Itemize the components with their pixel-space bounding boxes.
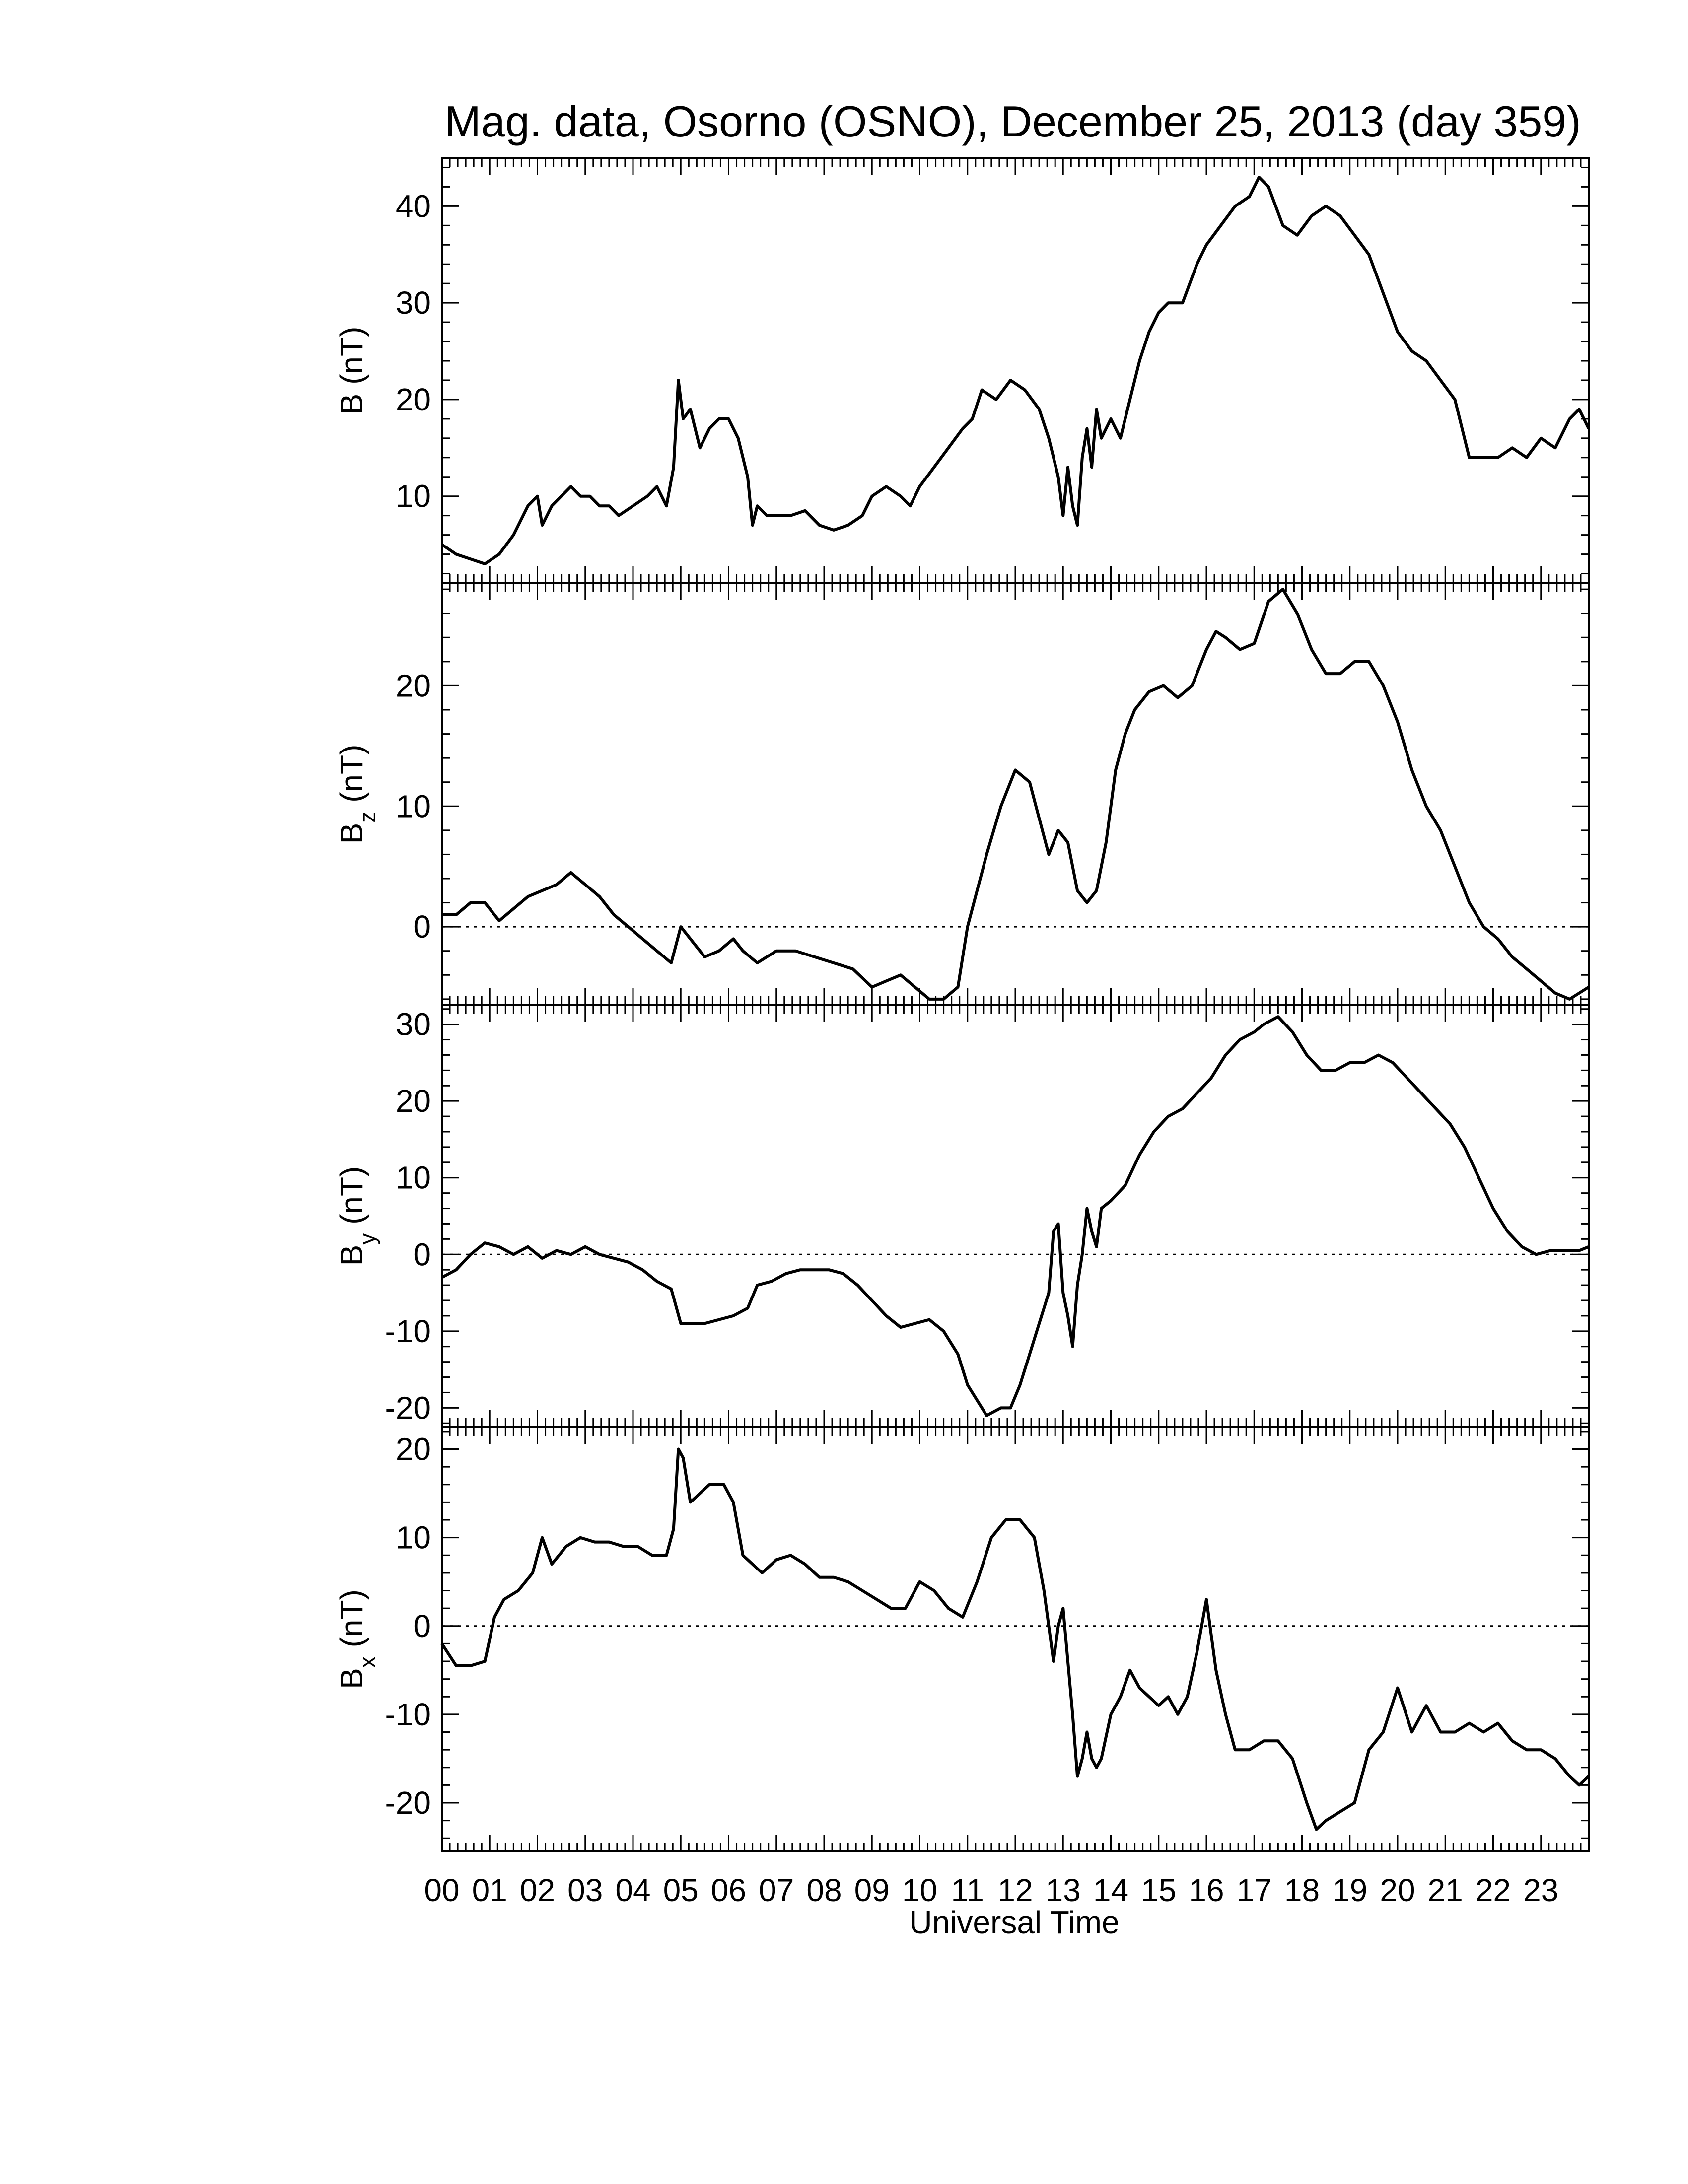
x-tick-label: 00 (424, 1872, 459, 1908)
panel-bz-y-axis-title-sub: z (354, 812, 380, 823)
panel-bz-y-axis-title-main: B (334, 823, 369, 844)
x-tick-label: 11 (951, 1872, 984, 1908)
x-tick-label: 06 (711, 1872, 746, 1908)
panel-bx-y-tick-label: 0 (413, 1608, 431, 1644)
x-tick-label: 14 (1093, 1872, 1128, 1908)
x-tick-label: 20 (1380, 1872, 1415, 1908)
panel-bx-y-tick-label: -20 (385, 1785, 431, 1821)
x-tick-label: 17 (1237, 1872, 1272, 1908)
x-tick-label: 13 (1046, 1872, 1081, 1908)
panel-b-y-tick-label: 10 (396, 478, 431, 514)
x-tick-label: 08 (806, 1872, 842, 1908)
panel-bx-y-tick-label: 10 (396, 1520, 431, 1556)
x-tick-label: 03 (567, 1872, 603, 1908)
x-tick-label: 21 (1428, 1872, 1463, 1908)
panel-b: 10 20 30 40 B (nT) (334, 157, 1590, 584)
x-tick-label: 10 (902, 1872, 937, 1908)
x-tick-label: 09 (854, 1872, 890, 1908)
x-axis-title: Universal Time (909, 1905, 1119, 1940)
panel-by-y-tick-label: 10 (396, 1160, 431, 1196)
panel-by-y-tick-label: 30 (396, 1007, 431, 1042)
panel-by-y-tick-label: 20 (396, 1083, 431, 1119)
x-tick-label: 19 (1332, 1872, 1367, 1908)
panel-bx: -20 -10 0 10 20 Bx (nT) (334, 1426, 1590, 1852)
panel-bz-y-axis-title-unit: (nT) (334, 745, 369, 812)
panel-b-y-tick-label: 30 (396, 285, 431, 321)
panel-bz-y-axis-title: Bz (nT) (334, 745, 380, 844)
panel-by-y-axis-title-main: B (334, 1245, 369, 1266)
panel-b-y-axis-title-main: B (334, 394, 369, 415)
panel-bx-y-axis-title-main: B (334, 1668, 369, 1689)
x-tick-label: 16 (1189, 1872, 1224, 1908)
panel-bx-y-tick-label: -10 (385, 1697, 431, 1732)
x-tick-label: 18 (1284, 1872, 1320, 1908)
panel-b-y-axis-title: B (nT) (334, 327, 369, 415)
panel-bz-y-tick-label: 0 (413, 909, 431, 945)
panel-b-y-tick-label: 40 (396, 188, 431, 224)
figure-title: Mag. data, Osorno (OSNO), December 25, 2… (444, 97, 1581, 146)
panel-bx-y-axis-title-sub: x (354, 1656, 380, 1668)
panel-bx-y-axis-title-unit: (nT) (334, 1589, 369, 1656)
x-tick-label: 15 (1141, 1872, 1176, 1908)
panel-bz-y-tick-label: 10 (396, 788, 431, 824)
x-tick-label: 12 (997, 1872, 1033, 1908)
panel-bz-y-tick-label: 20 (396, 668, 431, 703)
panel-bx-series-line (440, 1447, 1590, 1831)
panel-bx-y-tick-label: 20 (396, 1432, 431, 1467)
panel-by-series-line (441, 1015, 1590, 1417)
panel-b-series-line (441, 176, 1590, 565)
panel-bz-series-line (442, 588, 1590, 1001)
x-tick-label: 01 (472, 1872, 507, 1908)
x-tick-label: 23 (1523, 1872, 1558, 1908)
x-tick-label: 22 (1476, 1872, 1511, 1908)
x-tick-label: 02 (520, 1872, 555, 1908)
panel-by-y-axis-title: By (nT) (334, 1166, 380, 1266)
panel-by-y-tick-label: 0 (413, 1236, 431, 1272)
panel-by-y-axis-title-unit: (nT) (334, 1166, 369, 1233)
x-tick-label: 04 (615, 1872, 650, 1908)
panel-by-y-axis-title-sub: y (354, 1233, 380, 1245)
panel-by: -20 -10 0 10 20 30 By (nT) (334, 1004, 1590, 1428)
panel-by-y-tick-label: -10 (385, 1313, 431, 1349)
panel-b-y-tick-label: 20 (396, 382, 431, 417)
panel-bx-y-axis-title: Bx (nT) (334, 1589, 380, 1689)
panel-by-y-tick-label: -20 (385, 1390, 431, 1426)
panel-b-y-axis-title-unit: (nT) (334, 327, 369, 394)
x-tick-label: 07 (759, 1872, 794, 1908)
x-tick-label: 05 (663, 1872, 699, 1908)
